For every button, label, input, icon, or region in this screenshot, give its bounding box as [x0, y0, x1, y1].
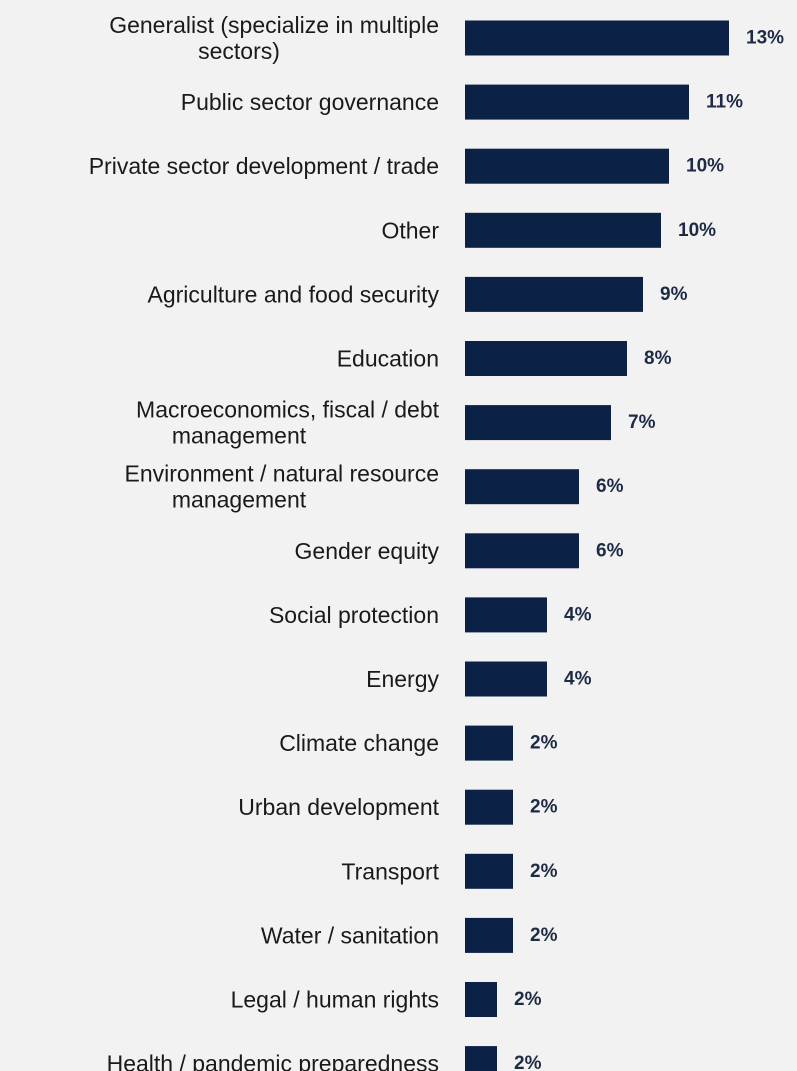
value-label: 11% [706, 92, 743, 113]
value-label: 10% [678, 220, 716, 241]
category-label: Other [381, 217, 439, 243]
value-label: 9% [660, 284, 688, 305]
category-label: Urban development [238, 794, 439, 820]
bar [465, 84, 689, 120]
bar [465, 1046, 497, 1071]
bar [465, 276, 643, 312]
category-label: Energy [366, 666, 439, 692]
value-label: 2% [514, 989, 542, 1010]
category-label: Water / sanitation [261, 922, 439, 948]
value-label: 8% [644, 348, 672, 369]
category-label: Macroeconomics, fiscal / debt [136, 397, 440, 423]
category-label: management [172, 423, 307, 449]
category-label: Legal / human rights [231, 987, 439, 1013]
bar [465, 982, 497, 1017]
category-label: Gender equity [295, 538, 440, 564]
bar [465, 20, 729, 56]
bar [465, 341, 627, 376]
bar [465, 789, 513, 825]
value-label: 2% [514, 1053, 542, 1071]
value-labels-group: 13% 11% 10% 10% 9% 8% 7% 6% 6% 4% 4% 2% 2% 2% 2% 2% 2% [514, 28, 784, 1071]
value-label: 6% [596, 476, 624, 497]
category-label: Private sector development / trade [89, 153, 439, 179]
value-label: 13% [746, 28, 784, 49]
category-label: Public sector governance [181, 89, 439, 115]
category-label: Environment / natural resource [125, 461, 440, 487]
value-label: 2% [530, 797, 558, 818]
value-label: 2% [530, 925, 558, 946]
category-label: management [172, 487, 307, 513]
category-label: Agriculture and food security [148, 281, 440, 307]
bar [465, 725, 513, 761]
category-label: Generalist (specialize in multiple [109, 12, 439, 38]
value-label: 7% [628, 412, 656, 433]
bar [465, 212, 661, 248]
category-label: Transport [341, 858, 439, 884]
value-label: 2% [530, 861, 558, 882]
bar [465, 533, 579, 569]
bar [465, 853, 513, 889]
bar [465, 917, 513, 953]
category-label: Health / pandemic preparedness [107, 1051, 439, 1071]
bar [465, 405, 611, 441]
category-label: Social protection [269, 602, 439, 628]
value-label: 4% [564, 669, 592, 690]
value-label: 2% [530, 733, 558, 754]
value-label: 4% [564, 604, 592, 625]
bar [465, 661, 547, 697]
bar [465, 597, 547, 633]
bar [465, 469, 579, 505]
bar [465, 148, 669, 184]
category-label: sectors) [198, 38, 280, 64]
value-label: 10% [686, 156, 724, 177]
value-label: 6% [596, 540, 624, 561]
category-label: Climate change [279, 730, 439, 756]
category-labels-group: Generalist (specialize in multiplesector… [89, 12, 440, 1071]
category-label: Education [337, 346, 439, 372]
bars-group [465, 20, 729, 1071]
